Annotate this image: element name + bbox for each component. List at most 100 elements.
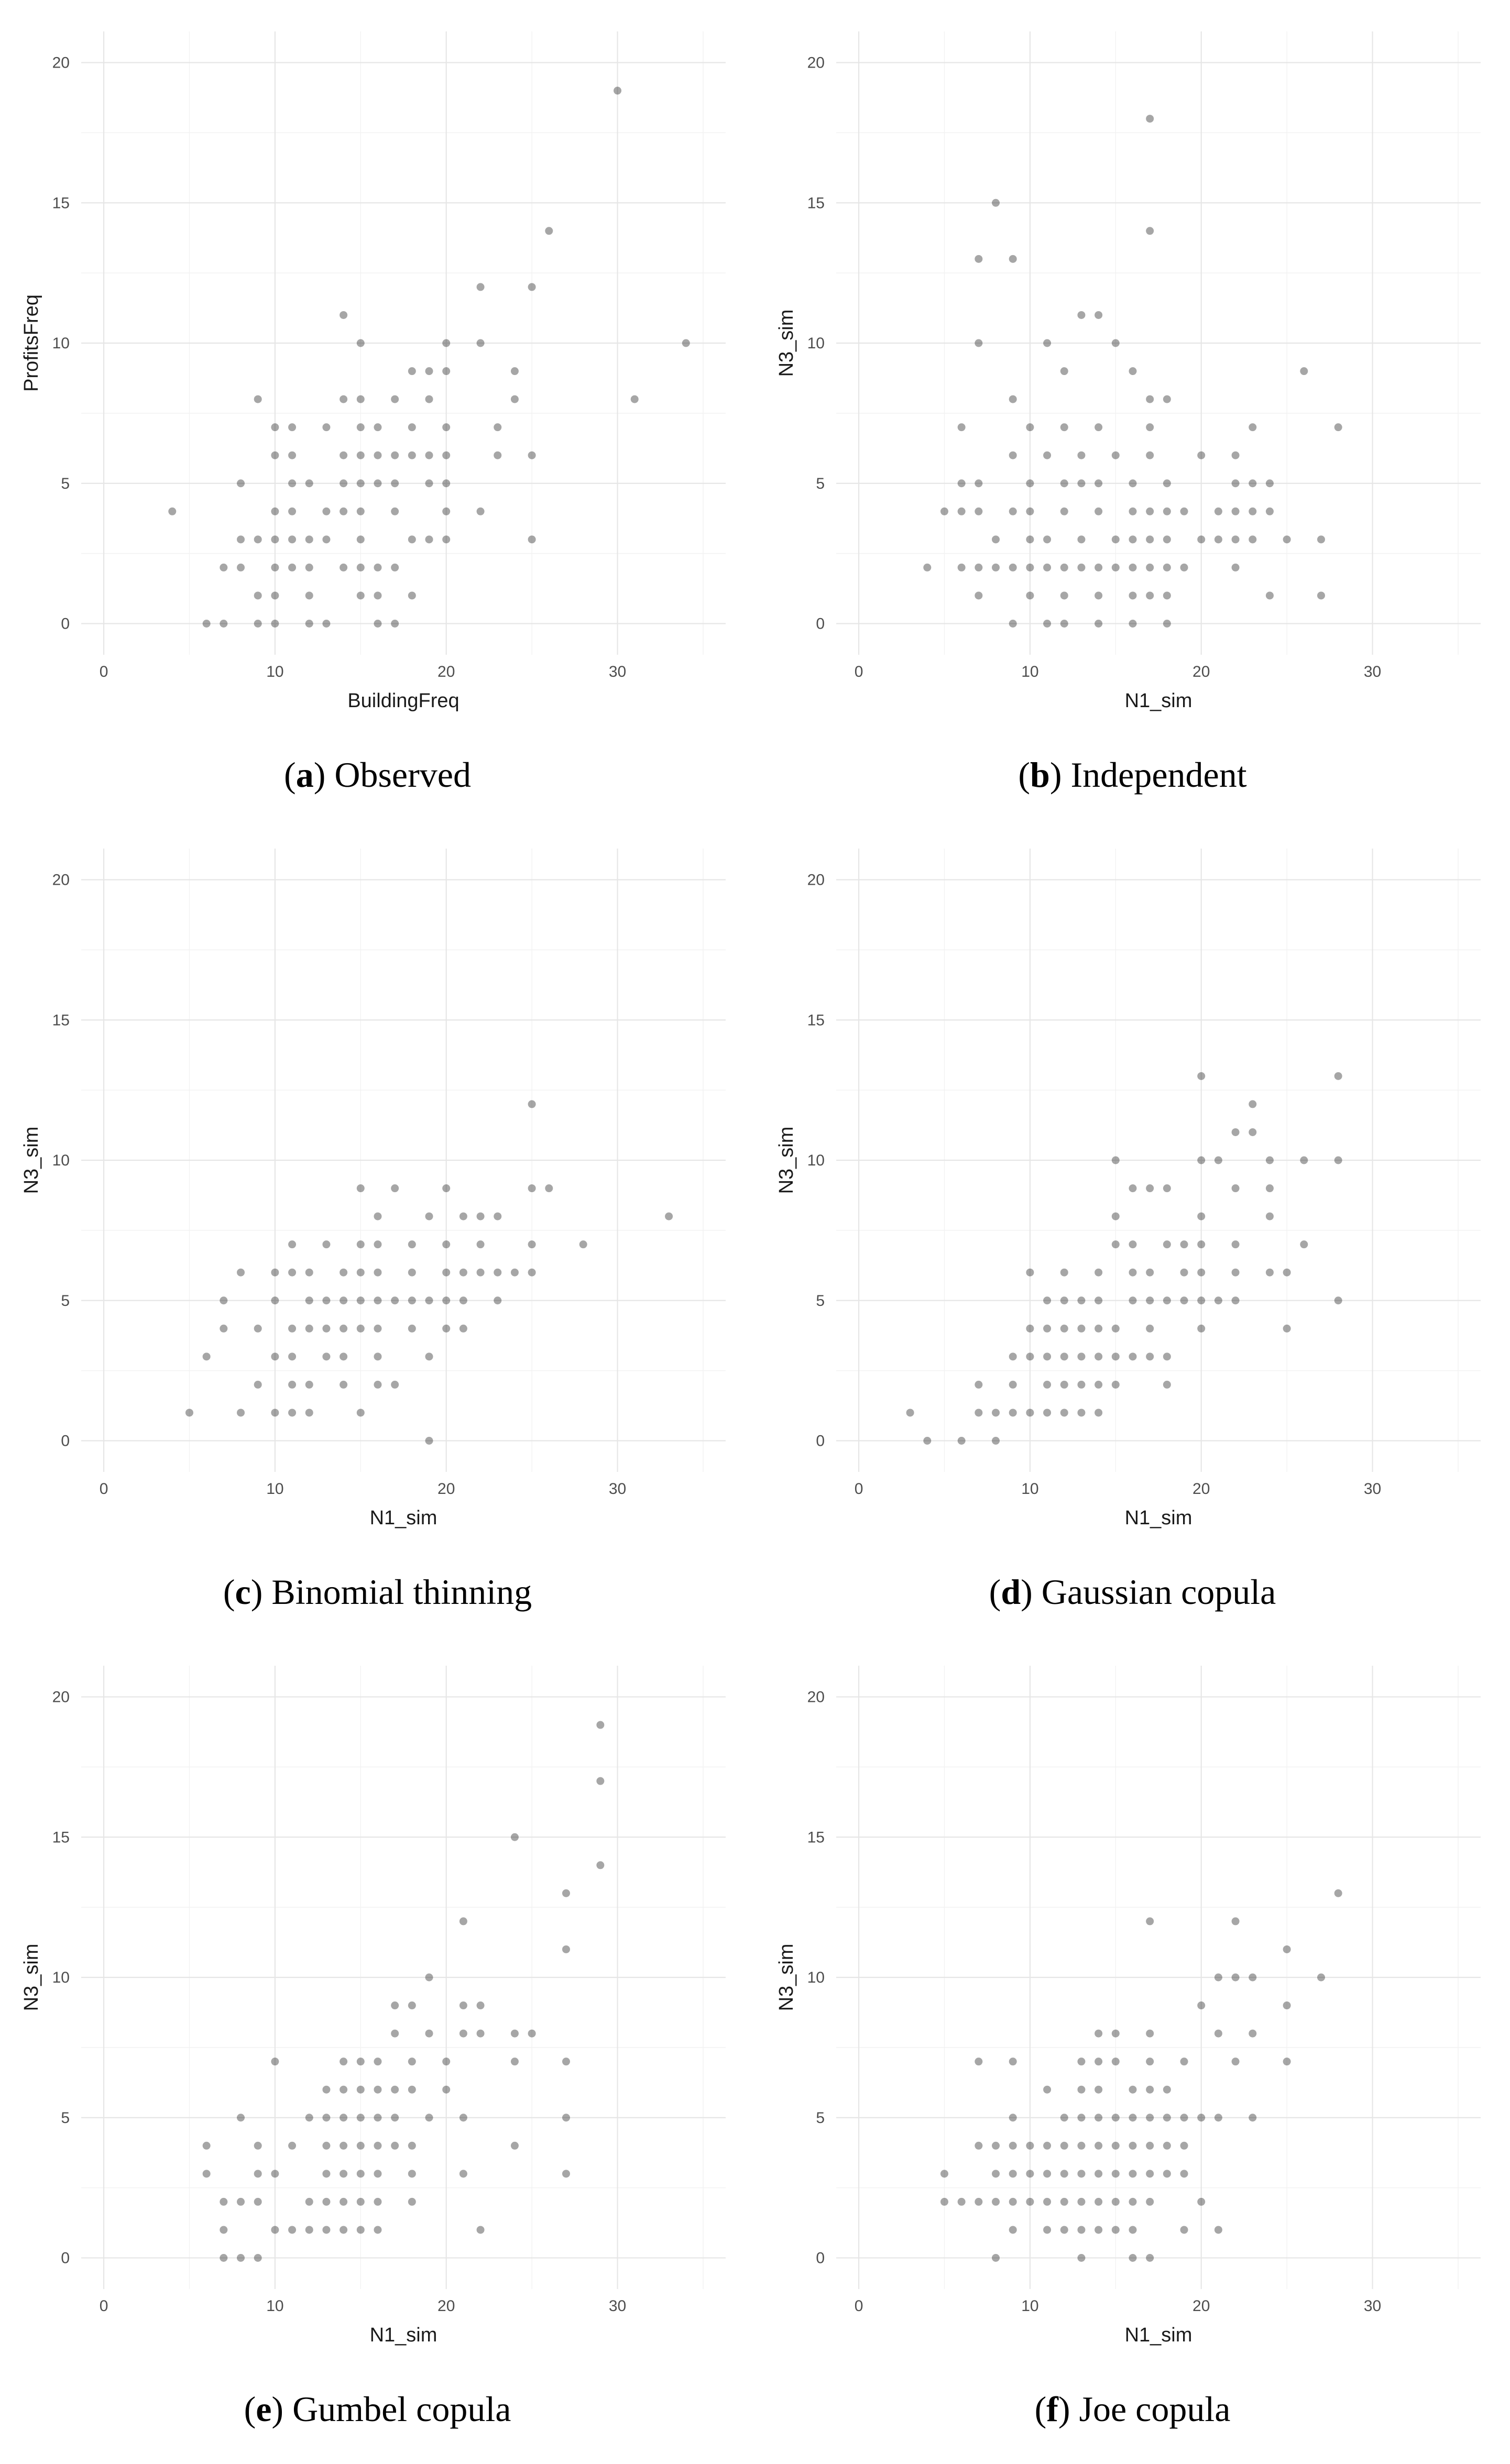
data-point	[1197, 1268, 1206, 1277]
data-point	[271, 1268, 279, 1277]
y-tick-label: 5	[61, 2109, 70, 2127]
data-point	[391, 395, 399, 403]
data-point	[1095, 1268, 1103, 1277]
data-point	[305, 620, 313, 628]
data-point	[391, 2029, 399, 2038]
data-point	[1163, 507, 1171, 515]
data-point	[1060, 2114, 1068, 2122]
data-point	[1163, 2114, 1171, 2122]
y-tick-label: 0	[816, 615, 825, 633]
panel-observed: 0 10 20 30 0 5 10 15 20 BuildingFreq ProfitsFreq (…	[0, 0, 755, 817]
data-point	[1043, 1352, 1052, 1361]
data-point	[340, 563, 348, 571]
data-point	[1197, 1212, 1206, 1220]
data-point	[408, 367, 416, 376]
data-point	[975, 2058, 983, 2066]
data-point	[459, 2001, 467, 2010]
data-point	[305, 563, 313, 571]
data-point	[459, 1268, 467, 1277]
data-point	[545, 1184, 553, 1193]
x-axis-label: N1_sim	[370, 2324, 437, 2346]
data-point	[476, 1268, 485, 1277]
data-point	[957, 479, 966, 488]
data-point	[1163, 2170, 1171, 2178]
data-point	[1197, 1156, 1206, 1164]
data-point	[374, 1380, 382, 1389]
data-point	[1026, 535, 1034, 544]
scatter-points	[185, 1100, 673, 1445]
data-point	[1249, 479, 1257, 488]
data-point	[940, 2197, 948, 2206]
x-tick-label: 10	[266, 2297, 283, 2315]
data-point	[1231, 507, 1240, 515]
data-point	[442, 1324, 451, 1333]
data-point	[1214, 507, 1222, 515]
data-point	[356, 2226, 365, 2234]
data-point	[459, 2114, 467, 2122]
data-point	[1197, 1240, 1206, 1249]
data-point	[408, 2058, 416, 2066]
gridlines	[81, 1666, 726, 2289]
x-tick-label: 0	[100, 1480, 108, 1498]
data-point	[305, 2114, 313, 2122]
data-point	[374, 1212, 382, 1220]
data-point	[1129, 2141, 1137, 2150]
data-point	[1026, 563, 1034, 571]
data-point	[391, 451, 399, 459]
data-point	[356, 1184, 365, 1193]
data-point	[1009, 2141, 1017, 2150]
data-point	[494, 451, 502, 459]
data-point	[1334, 1156, 1342, 1164]
data-point	[975, 591, 983, 600]
data-point	[1265, 1212, 1274, 1220]
data-point	[1146, 451, 1154, 459]
x-tick-label: 30	[1364, 663, 1381, 680]
data-point	[1334, 423, 1342, 432]
caption-text: Independent	[1070, 755, 1247, 795]
data-point	[1129, 1352, 1137, 1361]
data-point	[1111, 451, 1120, 459]
data-point	[408, 2001, 416, 2010]
data-point	[425, 1352, 433, 1361]
data-point	[992, 2197, 1000, 2206]
data-point	[528, 1240, 536, 1249]
data-point	[1146, 227, 1154, 235]
data-point	[1043, 620, 1052, 628]
data-point	[1265, 1156, 1274, 1164]
y-tick-label: 5	[61, 1292, 70, 1310]
x-tick-label: 10	[1021, 2297, 1038, 2315]
data-point	[992, 535, 1000, 544]
data-point	[1283, 1324, 1291, 1333]
data-point	[494, 1268, 502, 1277]
caption-text: Observed	[334, 755, 471, 795]
data-point	[391, 2114, 399, 2122]
data-point	[975, 563, 983, 571]
data-point	[356, 2197, 365, 2206]
y-tick-label: 20	[52, 1689, 70, 1706]
data-point	[408, 2197, 416, 2206]
data-point	[476, 1212, 485, 1220]
data-point	[1026, 479, 1034, 488]
data-point	[1249, 2029, 1257, 2038]
data-point	[1146, 2197, 1154, 2206]
data-point	[1060, 2141, 1068, 2150]
x-tick-label: 20	[437, 663, 455, 680]
data-point	[1231, 1917, 1240, 1926]
data-point	[1214, 2114, 1222, 2122]
data-point	[1077, 2058, 1086, 2066]
data-point	[1180, 2170, 1188, 2178]
data-point	[1231, 1128, 1240, 1136]
data-point	[1095, 591, 1103, 600]
data-point	[1077, 451, 1086, 459]
data-point	[1043, 2197, 1052, 2206]
data-point	[992, 1409, 1000, 1417]
caption-text: Joe copula	[1079, 2389, 1231, 2429]
x-axis-label: N1_sim	[370, 1507, 437, 1529]
data-point	[374, 2226, 382, 2234]
scatter-points	[923, 115, 1342, 628]
data-point	[1163, 620, 1171, 628]
data-point	[340, 1296, 348, 1305]
data-point	[374, 1352, 382, 1361]
data-point	[1095, 1380, 1103, 1389]
data-point	[391, 1184, 399, 1193]
